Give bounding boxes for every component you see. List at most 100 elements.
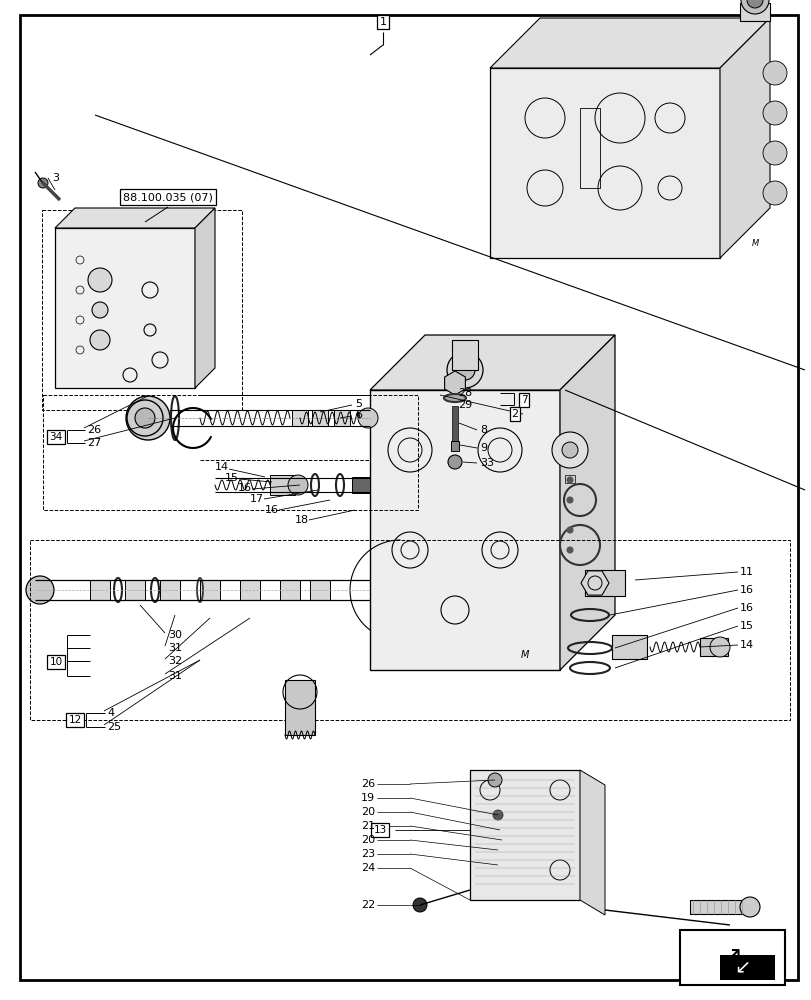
Circle shape [92, 302, 108, 318]
Text: 26: 26 [87, 425, 101, 435]
Bar [452, 340, 478, 370]
Text: 14: 14 [739, 640, 753, 650]
Bar [739, 3, 769, 21]
Text: 1: 1 [379, 17, 386, 27]
Text: 32: 32 [168, 656, 182, 666]
Circle shape [288, 475, 307, 495]
Bar [370, 390, 560, 670]
Text: 22: 22 [360, 900, 375, 910]
Text: 16: 16 [238, 483, 251, 493]
Bar [310, 580, 329, 600]
Text: ↗: ↗ [721, 945, 741, 969]
Text: 20: 20 [360, 835, 375, 845]
Circle shape [740, 0, 768, 14]
Text: 2: 2 [511, 409, 518, 419]
Text: 34: 34 [49, 432, 62, 442]
Text: 15: 15 [225, 473, 238, 483]
Text: 29: 29 [457, 400, 471, 410]
Circle shape [446, 352, 483, 388]
Text: 24: 24 [360, 863, 375, 873]
Bar [200, 580, 220, 600]
Bar [719, 955, 774, 980]
Text: 12: 12 [68, 715, 82, 725]
Bar [333, 410, 350, 426]
Circle shape [762, 61, 786, 85]
Text: 23: 23 [360, 849, 375, 859]
Text: 9: 9 [479, 443, 487, 453]
Ellipse shape [444, 394, 466, 402]
Bar [55, 228, 195, 388]
Bar [679, 930, 784, 985]
Bar [90, 580, 109, 600]
Bar [311, 410, 328, 426]
Text: 6: 6 [354, 410, 362, 420]
Text: 18: 18 [294, 515, 309, 525]
Polygon shape [719, 18, 769, 258]
Circle shape [762, 101, 786, 125]
Text: 14: 14 [215, 462, 229, 472]
Circle shape [90, 330, 109, 350]
Text: 27: 27 [87, 438, 101, 448]
Text: 7: 7 [520, 395, 526, 405]
Circle shape [762, 141, 786, 165]
Bar [292, 410, 307, 426]
Polygon shape [489, 18, 769, 68]
Circle shape [762, 181, 786, 205]
Circle shape [561, 442, 577, 458]
Bar [611, 635, 646, 659]
Circle shape [127, 400, 163, 436]
Bar [584, 570, 624, 596]
Bar [452, 406, 457, 441]
Text: 21: 21 [360, 821, 375, 831]
Bar [470, 770, 579, 900]
Bar [564, 475, 574, 483]
Text: ↙: ↙ [733, 958, 749, 976]
Text: 19: 19 [360, 793, 375, 803]
Polygon shape [195, 208, 215, 388]
Text: M: M [750, 238, 757, 247]
Text: 33: 33 [479, 458, 493, 468]
Polygon shape [55, 208, 215, 228]
Polygon shape [370, 335, 614, 390]
Bar [450, 441, 458, 451]
Text: 10: 10 [49, 657, 62, 667]
Text: 25: 25 [107, 722, 121, 732]
Polygon shape [579, 770, 604, 915]
Bar [699, 638, 727, 656]
Text: 13: 13 [373, 825, 386, 835]
Bar [30, 540, 789, 720]
Text: 11: 11 [739, 567, 753, 577]
Text: 26: 26 [360, 779, 375, 789]
Circle shape [709, 637, 729, 657]
Bar [270, 475, 294, 495]
Circle shape [551, 432, 587, 468]
Text: 31: 31 [168, 643, 182, 653]
Bar [280, 580, 299, 600]
Text: 8: 8 [479, 425, 487, 435]
Circle shape [88, 268, 112, 292]
Circle shape [492, 810, 502, 820]
Text: 20: 20 [360, 807, 375, 817]
Circle shape [413, 898, 427, 912]
Circle shape [566, 477, 573, 483]
Text: M: M [520, 650, 529, 660]
Bar [125, 580, 145, 600]
Text: 3: 3 [52, 173, 59, 183]
Bar [43, 395, 418, 510]
Circle shape [448, 455, 461, 469]
Circle shape [26, 576, 54, 604]
Text: 15: 15 [739, 621, 753, 631]
Circle shape [746, 0, 762, 8]
Text: 28: 28 [457, 388, 471, 398]
Circle shape [126, 396, 169, 440]
Text: 17: 17 [250, 494, 264, 504]
Bar [579, 108, 599, 188]
Bar [351, 477, 370, 493]
Text: 30: 30 [168, 630, 182, 640]
Circle shape [38, 178, 48, 188]
Text: 16: 16 [264, 505, 279, 515]
Circle shape [566, 497, 573, 503]
Bar [689, 900, 744, 914]
Bar [285, 680, 315, 735]
Polygon shape [560, 335, 614, 670]
